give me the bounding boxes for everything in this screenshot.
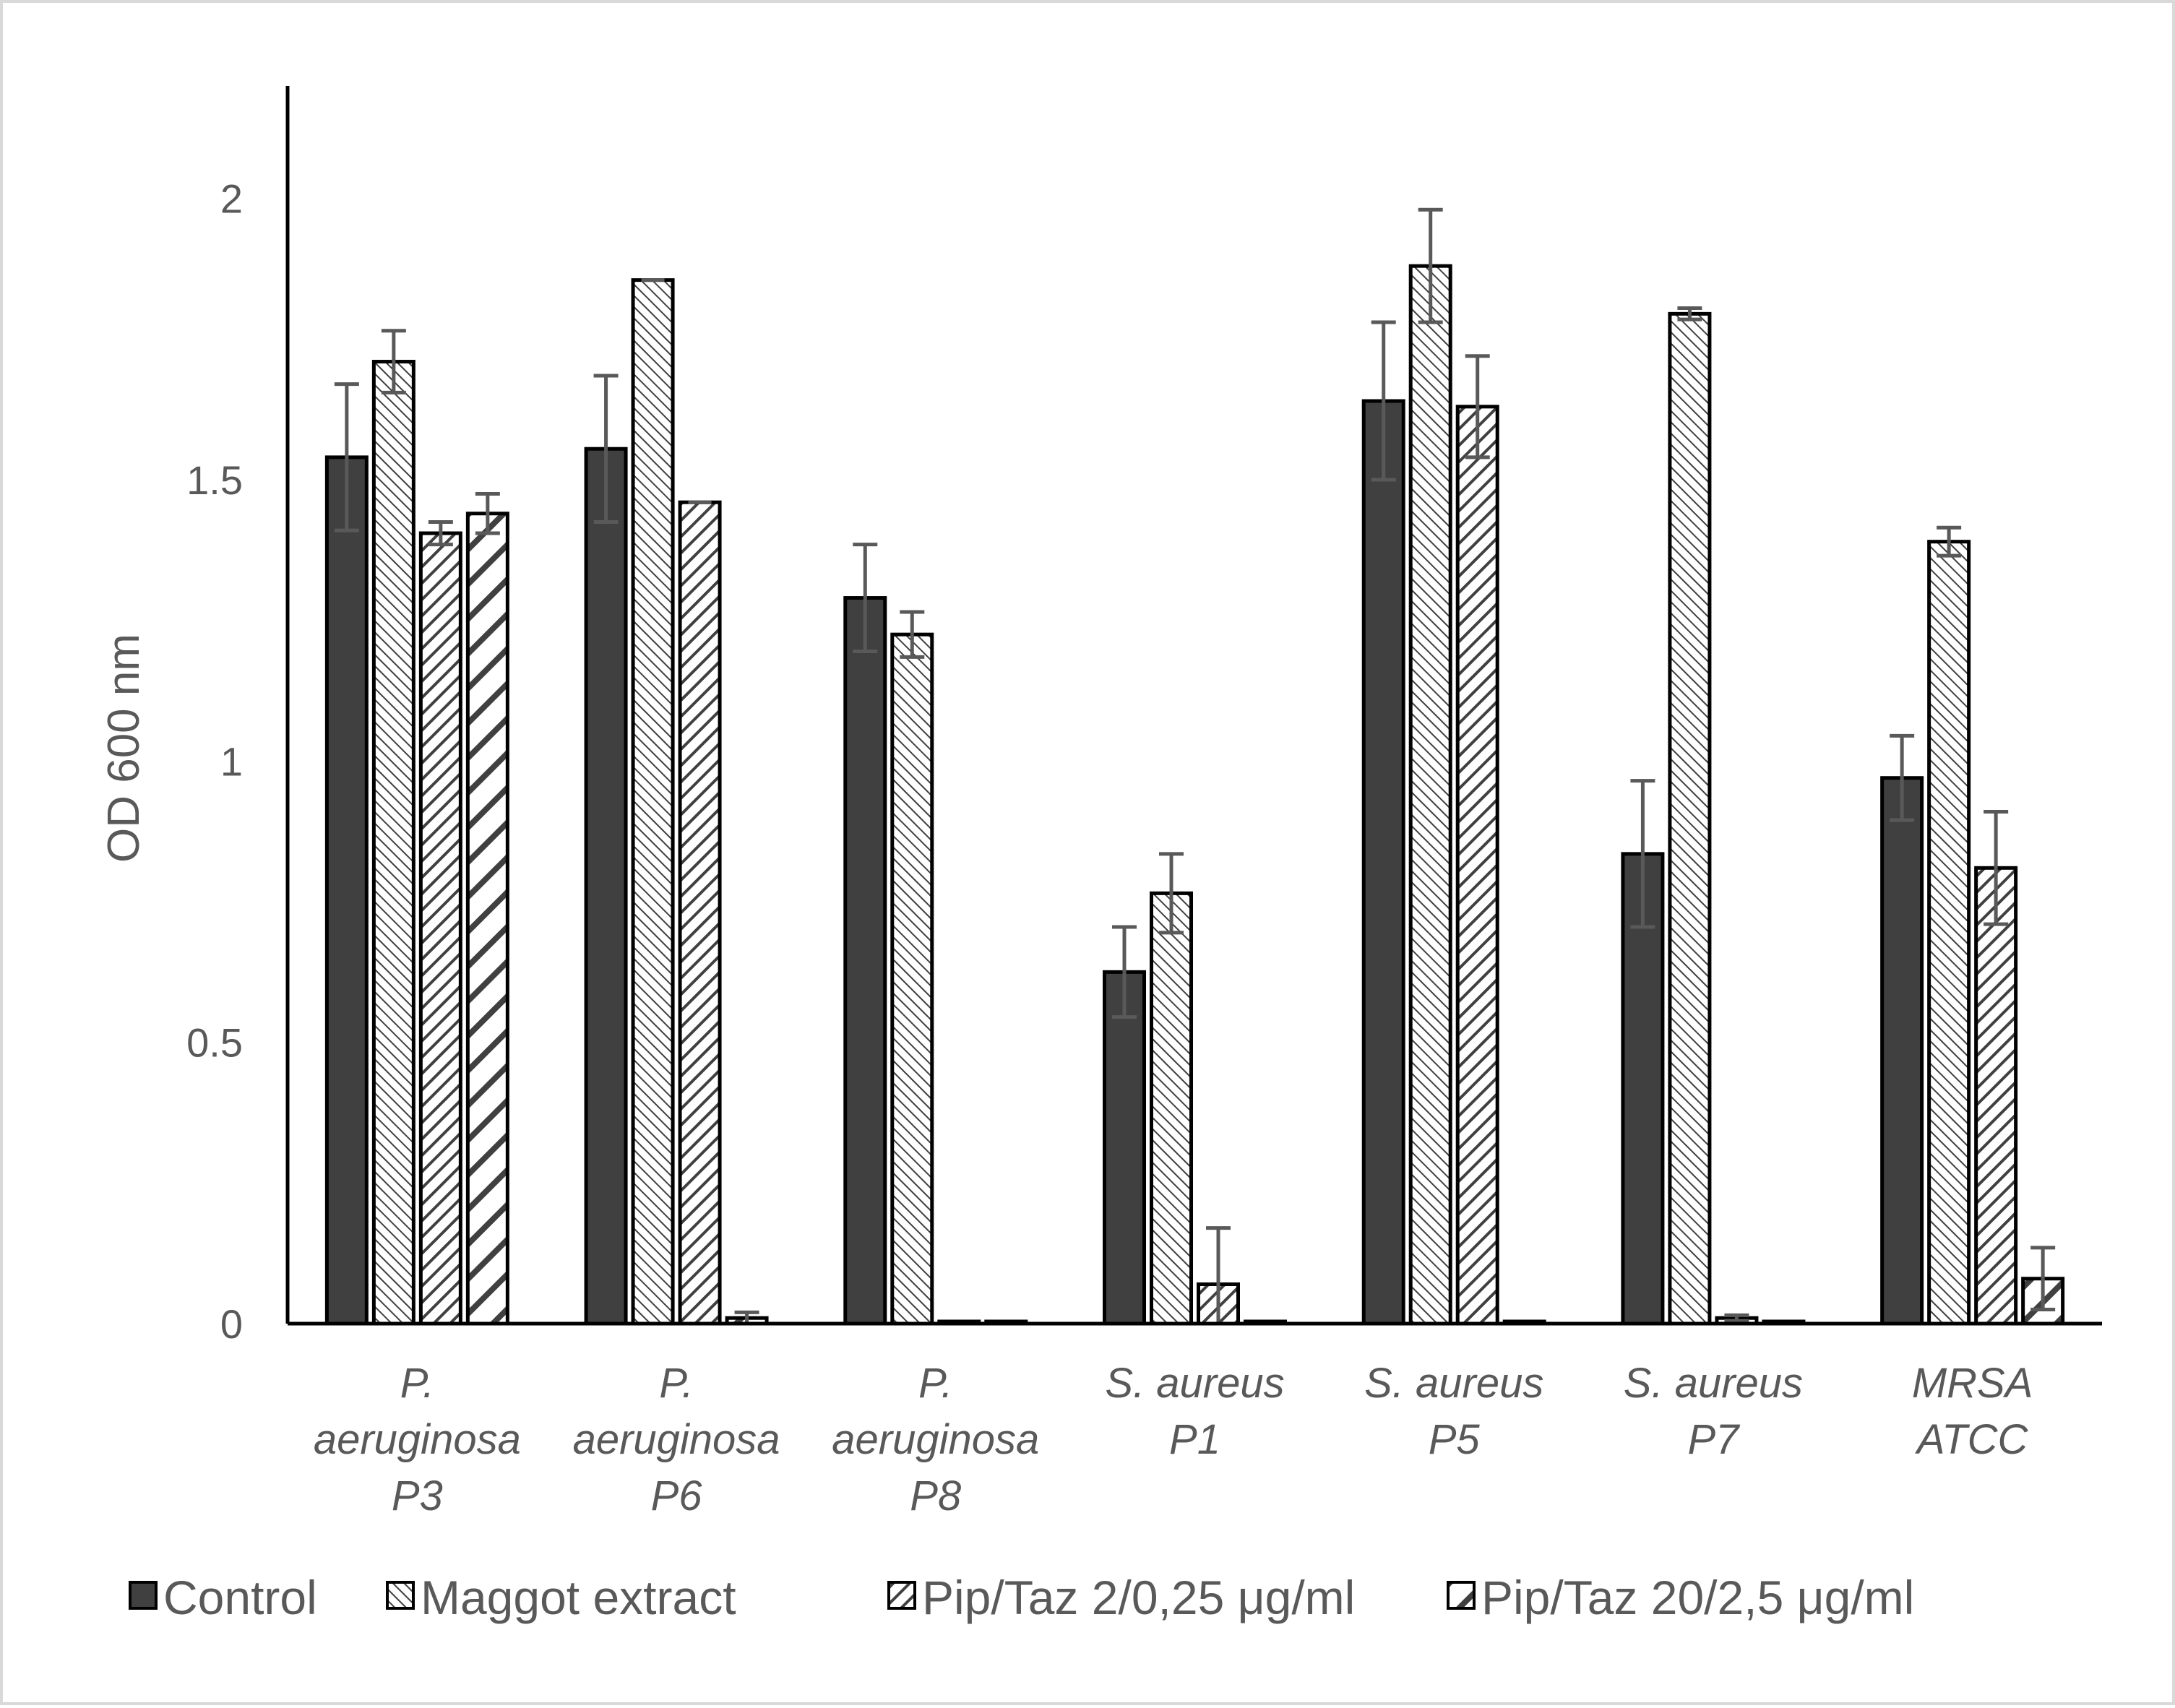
error-bar bbox=[381, 329, 406, 394]
error-bar bbox=[475, 492, 500, 535]
bar bbox=[324, 455, 369, 1326]
bar bbox=[843, 596, 887, 1326]
error-bar bbox=[1159, 852, 1184, 935]
error-bar bbox=[1724, 1313, 1749, 1323]
error-bar bbox=[1630, 779, 1655, 929]
error-bar bbox=[1677, 306, 1702, 322]
bar bbox=[1974, 866, 2018, 1326]
y-tick-label: 2 bbox=[220, 176, 243, 222]
legend-swatch bbox=[887, 1581, 916, 1610]
bar bbox=[1455, 405, 1499, 1326]
x-category-label: MRSA ATCC bbox=[1912, 1360, 2033, 1463]
legend-swatch bbox=[1447, 1581, 1476, 1610]
bar bbox=[1927, 540, 1971, 1326]
bar bbox=[418, 531, 462, 1326]
bar bbox=[465, 512, 509, 1326]
error-bar bbox=[1112, 925, 1137, 1019]
legend-item: Pip/Taz 2/0,25 μg/ml bbox=[887, 1571, 1355, 1624]
legend-label: Maggot extract bbox=[421, 1571, 736, 1624]
bar bbox=[678, 500, 722, 1326]
legend-item: Maggot extract bbox=[386, 1571, 736, 1624]
bar bbox=[1668, 311, 1712, 1326]
y-axis-title: OD 600 nm bbox=[99, 634, 149, 863]
error-bar bbox=[334, 382, 359, 532]
bar bbox=[631, 278, 675, 1326]
error-bar bbox=[1371, 320, 1396, 482]
x-category-label: P. aeruginosa P6 bbox=[573, 1360, 780, 1519]
legend-swatch bbox=[386, 1581, 415, 1610]
x-category-label: S. aureus P5 bbox=[1364, 1360, 1543, 1463]
error-bar bbox=[1937, 525, 1962, 558]
bar bbox=[1880, 776, 1924, 1326]
legend-swatch bbox=[129, 1581, 158, 1610]
x-category-label: P. aeruginosa P8 bbox=[832, 1360, 1039, 1519]
legend-label: Pip/Taz 2/0,25 μg/ml bbox=[922, 1571, 1355, 1624]
error-bar bbox=[900, 610, 925, 659]
y-tick-label: 0.5 bbox=[186, 1020, 243, 1066]
legend-item: Pip/Taz 20/2,5 μg/ml bbox=[1447, 1571, 1914, 1624]
y-tick-label: 0 bbox=[220, 1301, 243, 1347]
x-axis-category-labels: P. aeruginosa P3 P. aeruginosa P6 P. aeruginosa… bbox=[314, 1360, 2033, 1519]
error-bar bbox=[1418, 207, 1443, 324]
bar bbox=[371, 360, 415, 1326]
error-bar bbox=[1890, 733, 1915, 822]
error-bar bbox=[593, 374, 619, 524]
x-category-label: S. aureus P7 bbox=[1624, 1360, 1803, 1463]
error-bars-layer bbox=[334, 207, 2056, 1326]
legend: Control Maggot extract Pip/Taz 2/0,25 μg/m… bbox=[129, 1571, 1914, 1624]
x-category-label: S. aureus P1 bbox=[1105, 1360, 1284, 1463]
bar bbox=[1361, 399, 1405, 1326]
bar-chart: 00.511.52 P. aeruginosa P3P. aeruginosa P6P.… bbox=[99, 86, 2102, 1624]
bars-layer bbox=[324, 264, 2065, 1326]
error-bar bbox=[1465, 354, 1490, 460]
legend-label: Control bbox=[163, 1571, 317, 1624]
error-bar bbox=[2030, 1246, 2056, 1312]
y-tick-label: 1 bbox=[220, 738, 243, 784]
error-bar bbox=[1984, 809, 2009, 926]
bar bbox=[1408, 264, 1452, 1326]
bar bbox=[584, 447, 628, 1326]
y-tick-label: 1.5 bbox=[186, 457, 243, 503]
legend-label: Pip/Taz 20/2,5 μg/ml bbox=[1481, 1571, 1914, 1624]
error-bar bbox=[853, 543, 878, 654]
bar bbox=[1103, 970, 1146, 1326]
bar bbox=[890, 632, 934, 1326]
legend-item: Control bbox=[129, 1571, 317, 1624]
x-category-label: P. aeruginosa P3 bbox=[314, 1360, 521, 1519]
bar bbox=[1150, 891, 1193, 1326]
error-bar bbox=[428, 519, 453, 547]
y-axis-ticks: 0 0.5 1 1.5 2 bbox=[186, 176, 243, 1347]
